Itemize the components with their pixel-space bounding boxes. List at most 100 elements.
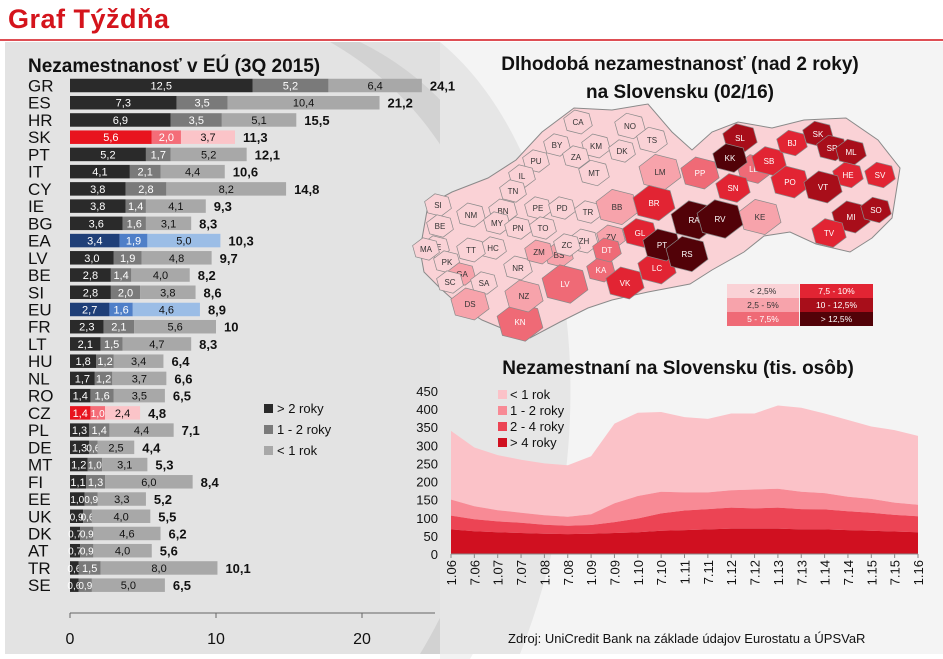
country-label: EE bbox=[28, 490, 51, 509]
district-label: SV bbox=[875, 171, 886, 180]
total-label: 10,3 bbox=[228, 234, 253, 249]
district-so bbox=[860, 196, 892, 224]
district-lv bbox=[541, 264, 589, 304]
district-label: BR bbox=[648, 199, 659, 208]
segment-label: 3,5 bbox=[189, 115, 204, 127]
country-label: AT bbox=[28, 542, 48, 561]
district-nz bbox=[504, 279, 544, 313]
bar-segment bbox=[109, 423, 174, 437]
district-label: BN bbox=[497, 207, 508, 216]
district-zc bbox=[553, 233, 581, 257]
bar-segment bbox=[94, 371, 113, 386]
bar-segment bbox=[132, 302, 200, 317]
legend-label: 1 - 2 roky bbox=[277, 422, 332, 437]
district-label: PE bbox=[533, 204, 544, 213]
bar-segment bbox=[252, 78, 329, 93]
district-label: SK bbox=[813, 130, 824, 139]
country-label: IE bbox=[28, 197, 44, 216]
bar-segment bbox=[70, 492, 85, 506]
bar-segment bbox=[70, 113, 171, 127]
x-tick-label: 7.14 bbox=[841, 560, 856, 585]
segment-label: 4,4 bbox=[185, 167, 200, 179]
map-legend-label: < 2,5% bbox=[750, 286, 777, 296]
district-to bbox=[529, 216, 557, 240]
country-label: LV bbox=[28, 249, 48, 268]
country-label: CY bbox=[28, 180, 52, 199]
district-vk bbox=[605, 266, 645, 300]
segment-label: 1,6 bbox=[94, 391, 109, 403]
district-dk bbox=[608, 139, 636, 163]
total-label: 5,5 bbox=[158, 509, 176, 524]
y-tick-label: 300 bbox=[416, 438, 438, 453]
x-tick-label: 7.06 bbox=[467, 560, 482, 585]
segment-label: 1,0 bbox=[91, 409, 105, 420]
district-sn bbox=[715, 173, 751, 203]
district-label: KK bbox=[725, 154, 736, 163]
total-label: 8,3 bbox=[199, 216, 217, 231]
district-label: PU bbox=[530, 157, 541, 166]
map-legend-label: 5 - 7,5% bbox=[747, 314, 779, 324]
district-by bbox=[543, 133, 571, 157]
bar-segment bbox=[78, 578, 92, 592]
segment-label: 4,7 bbox=[149, 339, 164, 351]
bar-segment bbox=[80, 543, 94, 558]
segment-label: 2,1 bbox=[111, 322, 126, 334]
y-tick-label: 400 bbox=[416, 402, 438, 417]
total-label: 12,1 bbox=[255, 147, 280, 162]
total-label: 6,4 bbox=[171, 354, 190, 369]
bar-segment bbox=[93, 543, 152, 558]
district-label: VK bbox=[620, 279, 631, 288]
area-series bbox=[451, 405, 918, 517]
area-legend-swatch bbox=[498, 422, 507, 431]
bar-segment bbox=[90, 388, 114, 403]
segment-label: 0,9 bbox=[70, 512, 84, 523]
total-label: 5,2 bbox=[154, 492, 172, 507]
bar-segment bbox=[70, 440, 89, 455]
x-tick-label: 7.13 bbox=[794, 560, 809, 585]
country-label: SK bbox=[28, 128, 51, 147]
bar-segment bbox=[221, 113, 297, 127]
segment-label: 3,1 bbox=[117, 460, 132, 472]
bar-segment bbox=[70, 130, 152, 144]
segment-label: 1,2 bbox=[71, 460, 86, 472]
district-label: SC bbox=[444, 278, 455, 287]
bar-segment bbox=[70, 475, 87, 489]
country-label: BE bbox=[28, 266, 51, 285]
district-za bbox=[562, 145, 590, 169]
district-kk bbox=[712, 143, 748, 173]
total-label: 6,5 bbox=[173, 578, 191, 593]
bar-segment bbox=[70, 423, 89, 437]
segment-label: 2,8 bbox=[83, 270, 98, 282]
district-label: PO bbox=[784, 178, 796, 187]
district-label: SA bbox=[479, 279, 490, 288]
district-label: DK bbox=[616, 147, 628, 156]
segment-label: 8,2 bbox=[219, 184, 234, 196]
bar-segment bbox=[91, 578, 165, 592]
area-legend-swatch bbox=[498, 438, 507, 447]
area-legend-label: 1 - 2 roky bbox=[510, 403, 565, 418]
x-tick-label: 1.10 bbox=[631, 560, 646, 585]
map-legend-swatch bbox=[727, 284, 799, 298]
segment-label: 4,0 bbox=[115, 546, 130, 558]
segment-label: 1,4 bbox=[128, 201, 143, 213]
bar-segment bbox=[78, 561, 101, 575]
segment-label: 3,7 bbox=[200, 132, 215, 144]
district-label: NM bbox=[465, 211, 478, 220]
area-legend-swatch bbox=[498, 390, 507, 399]
district-label: PT bbox=[657, 241, 667, 250]
bar-segment bbox=[84, 492, 98, 506]
segment-label: 1,0 bbox=[88, 461, 102, 472]
segment-label: 1,6 bbox=[127, 218, 142, 230]
district-label: IL bbox=[519, 172, 526, 181]
bar-segment bbox=[119, 233, 148, 248]
bar-segment bbox=[176, 95, 228, 110]
x-tick-label: 10 bbox=[207, 631, 225, 648]
segment-label: 4,4 bbox=[134, 425, 149, 437]
bar-segment bbox=[110, 268, 132, 282]
x-tick-label: 7.07 bbox=[514, 560, 529, 585]
area-chart-title: Nezamestnaní na Slovensku (tis. osôb) bbox=[502, 358, 854, 379]
district-label: KE bbox=[755, 213, 766, 222]
total-label: 4,8 bbox=[148, 406, 166, 421]
district-zm bbox=[524, 239, 554, 265]
total-label: 6,5 bbox=[173, 389, 191, 404]
